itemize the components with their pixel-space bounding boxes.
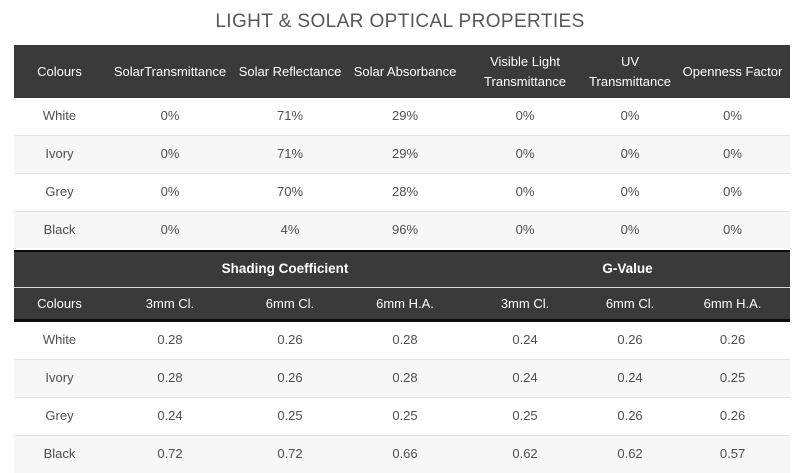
value-cell: 0.28 <box>105 358 235 398</box>
value-cell: 0.66 <box>345 434 466 473</box>
value-cell: 0.28 <box>345 358 466 398</box>
value-cell: 96% <box>345 210 465 249</box>
value-cell: 0.24 <box>465 358 586 398</box>
column-header-colours: Colours <box>14 45 105 98</box>
column-header-visible-light-transmittance: Visible Light Transmittance <box>465 45 585 98</box>
value-cell: 0.26 <box>617 332 643 348</box>
column-header-sc-6mm-cl: 6mm Cl. <box>235 287 345 323</box>
value-cell: 0.28 <box>392 332 418 348</box>
optical-table-body: White 0% 71% 29% 0% 0% 0% Ivory 0% 71% 29% 0% 0% 0% Gr… <box>14 98 790 249</box>
group-header-row: Shading Coefficient G-Value <box>14 251 791 288</box>
value-cell: 0.25 <box>235 396 345 436</box>
value-cell: 0.72 <box>105 434 235 473</box>
value-cell: 0.62 <box>585 434 676 473</box>
value-cell: 29% <box>391 108 419 123</box>
column-header-solar-absorbance: Solar Absorbance <box>345 45 465 98</box>
value-cell: 0% <box>620 108 640 123</box>
column-header-gv-6mm-ha: 6mm H.A. <box>675 287 791 323</box>
column-header-uv-transmittance: UV Transmittance <box>585 45 675 98</box>
coefficient-table-header: Shading Coefficient G-Value Colours 3mm … <box>14 251 791 323</box>
group-header-shading-coefficient: Shading Coefficient <box>105 251 466 288</box>
value-cell: 0.24 <box>105 396 235 436</box>
value-cell: 0% <box>675 172 790 212</box>
value-cell: 0% <box>105 134 235 174</box>
value-cell: 0% <box>465 134 585 174</box>
column-header-solar-reflectance: Solar Reflectance <box>235 45 345 98</box>
value-cell: 0% <box>105 210 235 249</box>
shading-gvalue-table: Shading Coefficient G-Value Colours 3mm … <box>14 250 791 473</box>
value-cell: 0.24 <box>585 358 676 398</box>
group-header-empty <box>14 251 105 288</box>
header-row: Colours SolarTransmittance Solar Reflect… <box>14 45 790 98</box>
table-row: Black 0.72 0.72 0.66 0.62 0.62 0.57 <box>14 434 791 473</box>
column-header-sc-3mm-cl: 3mm Cl. <box>105 287 235 323</box>
value-cell: 4% <box>235 210 345 249</box>
value-cell: 0.24 <box>512 332 538 348</box>
value-cell: 0% <box>675 134 790 174</box>
value-cell: 0.62 <box>465 434 586 473</box>
colour-cell: Ivory <box>14 358 105 398</box>
value-cell: 0.26 <box>585 396 676 436</box>
table-row: Black 0% 4% 96% 0% 0% 0% <box>14 210 790 249</box>
column-header-openness-factor: Openness Factor <box>675 45 790 98</box>
value-cell: 0.25 <box>675 358 791 398</box>
coefficient-table-body: White 0.28 0.26 0.28 0.24 0.26 0.26 Ivory 0.28 0.… <box>14 321 791 473</box>
value-cell: 0.25 <box>345 396 466 436</box>
header-row: Colours 3mm Cl. 6mm Cl. 6mm H.A. 3mm Cl.… <box>14 287 791 323</box>
colour-cell: Black <box>14 434 105 473</box>
value-cell: 0% <box>675 210 790 249</box>
colour-cell: Grey <box>14 172 105 212</box>
value-cell: 28% <box>345 172 465 212</box>
group-header-g-value: G-Value <box>465 251 791 288</box>
column-header-gv-3mm-cl: 3mm Cl. <box>465 287 586 323</box>
value-cell: 71% <box>276 108 304 123</box>
value-cell: 0.26 <box>235 358 345 398</box>
column-header-solar-transmittance: SolarTransmittance <box>105 45 235 98</box>
optical-table-header: Colours SolarTransmittance Solar Reflect… <box>14 45 790 98</box>
optical-properties-table: Colours SolarTransmittance Solar Reflect… <box>14 45 790 249</box>
value-cell: 0% <box>585 134 675 174</box>
value-cell: 70% <box>235 172 345 212</box>
table-row: Grey 0% 70% 28% 0% 0% 0% <box>14 172 790 212</box>
value-cell: 0% <box>465 172 585 212</box>
table-row: Ivory 0.28 0.26 0.28 0.24 0.24 0.25 <box>14 358 791 398</box>
value-cell: 71% <box>235 134 345 174</box>
colour-cell: White <box>42 108 77 123</box>
value-cell: 29% <box>345 134 465 174</box>
value-cell: 0.26 <box>675 396 791 436</box>
table-row: Ivory 0% 71% 29% 0% 0% 0% <box>14 134 790 174</box>
value-cell: 0.26 <box>277 332 303 348</box>
column-header-sc-6mm-ha: 6mm H.A. <box>345 287 466 323</box>
table-row: Grey 0.24 0.25 0.25 0.25 0.26 0.26 <box>14 396 791 436</box>
column-header-colours: Colours <box>14 287 105 323</box>
value-cell: 0.28 <box>157 332 183 348</box>
value-cell: 0% <box>585 172 675 212</box>
colour-cell: Ivory <box>14 134 105 174</box>
value-cell: 0.57 <box>675 434 791 473</box>
value-cell: 0% <box>723 108 742 123</box>
colour-cell: Grey <box>14 396 105 436</box>
colour-cell: Black <box>14 210 105 249</box>
value-cell: 0.25 <box>465 396 586 436</box>
value-cell: 0% <box>105 172 235 212</box>
value-cell: 0% <box>465 210 585 249</box>
colour-cell: White <box>42 332 77 348</box>
table-row: White 0.28 0.26 0.28 0.24 0.26 0.26 <box>14 321 790 360</box>
value-cell: 0.26 <box>719 332 746 348</box>
column-header-gv-6mm-cl: 6mm Cl. <box>585 287 676 323</box>
value-cell: 0% <box>515 108 535 123</box>
table-row: White 0% 71% 29% 0% 0% 0% <box>14 98 790 135</box>
value-cell: 0.72 <box>235 434 345 473</box>
value-cell: 0% <box>585 210 675 249</box>
page-title: LIGHT & SOLAR OPTICAL PROPERTIES <box>215 11 585 32</box>
value-cell: 0% <box>160 108 180 123</box>
